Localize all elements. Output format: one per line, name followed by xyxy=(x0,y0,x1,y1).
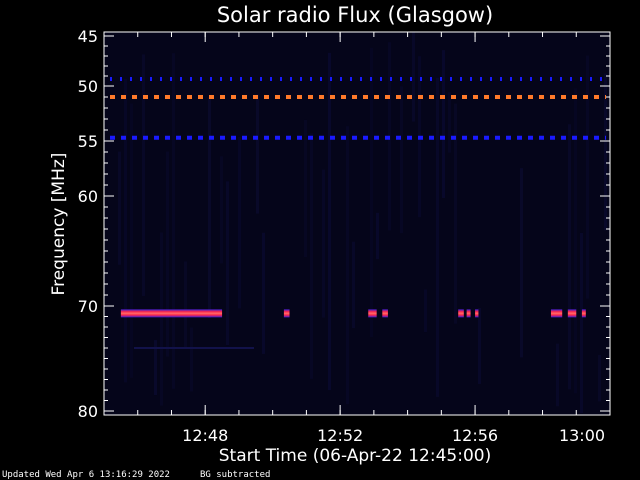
noise-column xyxy=(226,181,229,346)
noise-column xyxy=(598,354,601,402)
y-tick-label: 50 xyxy=(78,77,98,96)
noise-column xyxy=(220,156,223,264)
noise-column xyxy=(580,232,583,414)
y-tick-label: 55 xyxy=(78,132,98,151)
plot-frame xyxy=(103,31,611,416)
noise-column xyxy=(376,212,379,260)
burst-5 xyxy=(458,309,464,318)
noise-column xyxy=(130,103,133,378)
noise-column xyxy=(370,47,373,337)
noise-column xyxy=(436,77,439,397)
plot-background xyxy=(104,32,610,415)
noise-streak xyxy=(134,347,254,349)
noise-column xyxy=(586,55,589,299)
noise-column xyxy=(454,103,457,324)
noise-column xyxy=(556,343,559,407)
noise-column xyxy=(322,169,325,318)
noise-column xyxy=(520,168,523,358)
x-tick-label: 12:52 xyxy=(317,426,363,445)
burst-1 xyxy=(120,309,223,318)
y-tick-label: 60 xyxy=(78,187,98,206)
noise-column xyxy=(118,151,121,265)
noise-column xyxy=(208,97,211,319)
burst-4 xyxy=(382,309,388,318)
noise-column xyxy=(568,124,571,390)
bg-subtracted-note: BG subtracted xyxy=(200,470,270,480)
x-tick-label: 12:48 xyxy=(182,426,228,445)
y-tick-label: 70 xyxy=(78,297,98,316)
noise-column xyxy=(604,73,607,231)
noise-column xyxy=(352,241,355,329)
noise-column xyxy=(166,151,169,357)
noise-column xyxy=(478,307,481,384)
noise-column xyxy=(154,340,157,396)
noise-column xyxy=(160,232,163,406)
noise-column xyxy=(184,261,187,348)
x-axis-label: Start Time (06-Apr-22 12:45:00) xyxy=(219,446,491,466)
burst-6 xyxy=(466,309,471,318)
noise-column xyxy=(448,92,451,153)
noise-column xyxy=(310,133,313,379)
noise-column xyxy=(400,86,403,234)
y-tick-label: 80 xyxy=(78,402,98,421)
burst-3 xyxy=(368,309,377,318)
noise-column xyxy=(142,54,145,296)
x-tick-label: 12:56 xyxy=(452,426,498,445)
x-tick-label: 13:00 xyxy=(559,426,605,445)
noise-column xyxy=(262,232,265,354)
noise-column xyxy=(424,289,427,333)
noise-column xyxy=(124,78,127,383)
noise-column xyxy=(442,50,445,198)
burst-2 xyxy=(283,309,290,318)
x-axis: 12:48 12:52 12:56 13:00 xyxy=(103,32,611,445)
chart-title: Solar radio Flux (Glasgow) xyxy=(217,3,493,27)
bursts-layer xyxy=(120,309,586,318)
noise-layer xyxy=(118,32,607,414)
noise-column xyxy=(412,32,415,122)
y-axis-label: Frequency [MHz] xyxy=(49,153,69,296)
burst-8 xyxy=(550,309,563,318)
burst-9 xyxy=(567,309,577,318)
noise-column xyxy=(190,327,193,392)
noise-column xyxy=(304,119,307,258)
burst-7 xyxy=(475,309,479,318)
noise-column xyxy=(172,53,175,389)
y-tick-label: 45 xyxy=(78,27,98,46)
y-axis: 45 50 55 60 70 80 xyxy=(78,27,610,421)
burst-10 xyxy=(581,309,586,318)
noise-column xyxy=(256,94,259,214)
updated-timestamp: Updated Wed Apr 6 13:16:29 2022 xyxy=(2,470,170,480)
noise-column xyxy=(328,52,331,391)
noise-column xyxy=(346,126,349,405)
noise-column xyxy=(574,88,577,394)
noise-column xyxy=(238,136,241,309)
